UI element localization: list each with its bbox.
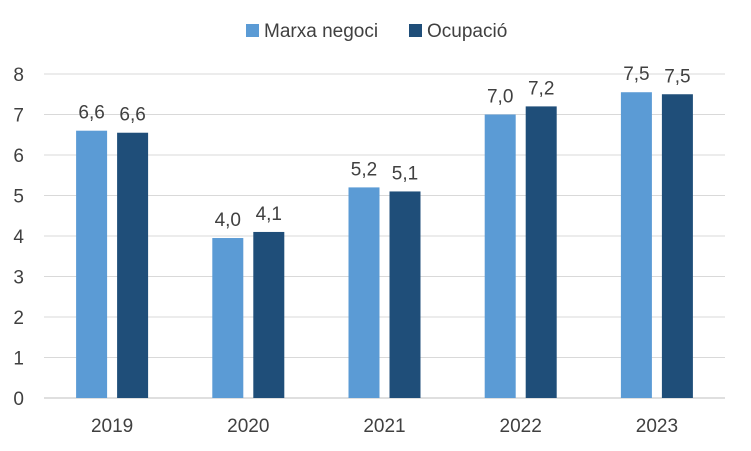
data-label: 4,1 (256, 204, 282, 225)
x-tick-label: 2022 (500, 416, 542, 437)
data-label: 7,0 (487, 87, 513, 108)
bar-ocupaci--2019 (117, 132, 149, 398)
bar-marxa-negoci-2022 (484, 114, 516, 398)
gridlines (44, 73, 725, 399)
legend-label: Marxa negoci (264, 21, 378, 42)
legend-item: Marxa negoci (246, 21, 378, 42)
y-tick-label: 1 (13, 349, 24, 370)
y-tick-label: 4 (13, 227, 24, 248)
y-tick-label: 8 (13, 65, 24, 86)
bar-ocupaci--2020 (253, 231, 285, 398)
bar-marxa-negoci-2023 (620, 92, 652, 398)
data-label: 5,2 (351, 159, 377, 180)
data-label: 7,5 (664, 66, 690, 87)
data-label: 7,2 (528, 78, 554, 99)
bar-ocupaci--2023 (661, 94, 693, 398)
data-label: 6,6 (78, 103, 104, 124)
bar-ocupaci--2021 (389, 191, 421, 398)
data-label: 7,5 (623, 64, 649, 85)
legend-item: Ocupació (409, 21, 507, 42)
bar-marxa-negoci-2019 (76, 130, 108, 398)
y-tick-label: 6 (13, 146, 24, 167)
data-labels: 6,6 6,6 4,0 4,1 5,2 5,1 7,0 7,2 7,5 7,5 (78, 64, 690, 231)
bar-ocupaci--2022 (525, 106, 557, 399)
legend-swatch (409, 24, 422, 37)
y-tick-label: 2 (13, 308, 24, 329)
legend: Marxa negoci Ocupació (246, 21, 507, 42)
y-tick-label: 5 (13, 187, 24, 208)
y-axis-ticks: 0 1 2 3 4 5 6 7 8 (13, 65, 24, 410)
bar-marxa-negoci-2020 (212, 238, 244, 398)
y-tick-label: 0 (13, 389, 24, 410)
x-tick-label: 2021 (363, 416, 405, 437)
x-tick-label: 2020 (227, 416, 269, 437)
bar-marxa-negoci-2021 (348, 187, 380, 398)
x-tick-label: 2019 (91, 416, 133, 437)
bars (76, 92, 693, 399)
y-tick-label: 7 (13, 106, 24, 127)
x-tick-label: 2023 (636, 416, 678, 437)
data-label: 6,6 (119, 105, 145, 126)
legend-swatch (246, 24, 259, 37)
x-axis-ticks: 2019 2020 2021 2022 2023 (91, 416, 678, 437)
data-label: 5,1 (392, 163, 418, 184)
data-label: 4,0 (215, 210, 241, 231)
legend-label: Ocupació (427, 21, 507, 42)
y-tick-label: 3 (13, 268, 24, 289)
